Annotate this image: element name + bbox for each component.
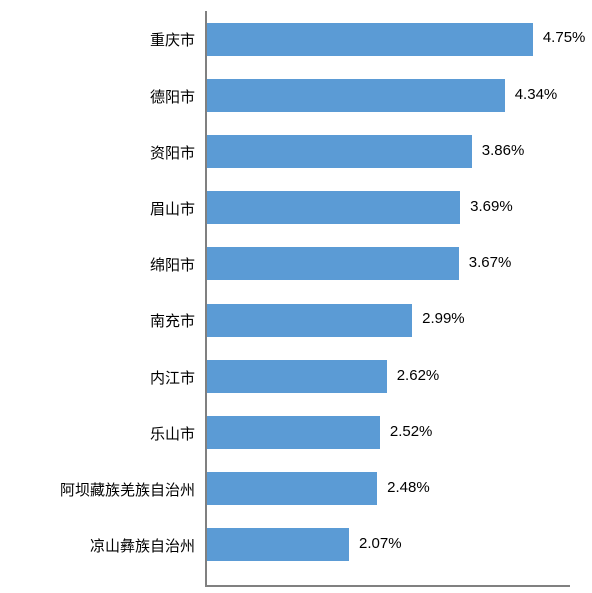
bar [207, 23, 533, 56]
value-label: 2.07% [359, 535, 402, 552]
category-label: 乐山市 [150, 423, 195, 444]
value-label: 2.48% [387, 479, 430, 496]
category-label: 南充市 [150, 310, 195, 331]
value-label: 3.86% [482, 142, 525, 159]
value-label: 4.75% [543, 29, 586, 46]
category-label: 重庆市 [150, 29, 195, 50]
value-label: 2.52% [390, 423, 433, 440]
category-label: 资阳市 [150, 142, 195, 163]
category-label: 绵阳市 [150, 254, 195, 275]
category-label: 凉山彝族自治州 [90, 535, 195, 556]
x-axis-line [205, 585, 570, 587]
bar [207, 360, 387, 393]
bar [207, 191, 460, 224]
category-label: 阿坝藏族羌族自治州 [60, 479, 195, 500]
value-label: 2.62% [397, 367, 440, 384]
value-label: 2.99% [422, 310, 465, 327]
value-label: 3.69% [470, 198, 513, 215]
bar [207, 528, 349, 561]
bar [207, 472, 377, 505]
category-label: 眉山市 [150, 198, 195, 219]
value-label: 4.34% [515, 86, 558, 103]
bar [207, 247, 459, 280]
bar [207, 416, 380, 449]
bar [207, 79, 505, 112]
category-label: 德阳市 [150, 86, 195, 107]
value-label: 3.67% [469, 254, 512, 271]
horizontal-bar-chart: 重庆市 4.75% 德阳市 4.34% 资阳市 3.86% 眉山市 3.69% 绵阳市 3.67%… [0, 0, 592, 593]
bar [207, 135, 472, 168]
bar [207, 304, 412, 337]
category-label: 内江市 [150, 367, 195, 388]
